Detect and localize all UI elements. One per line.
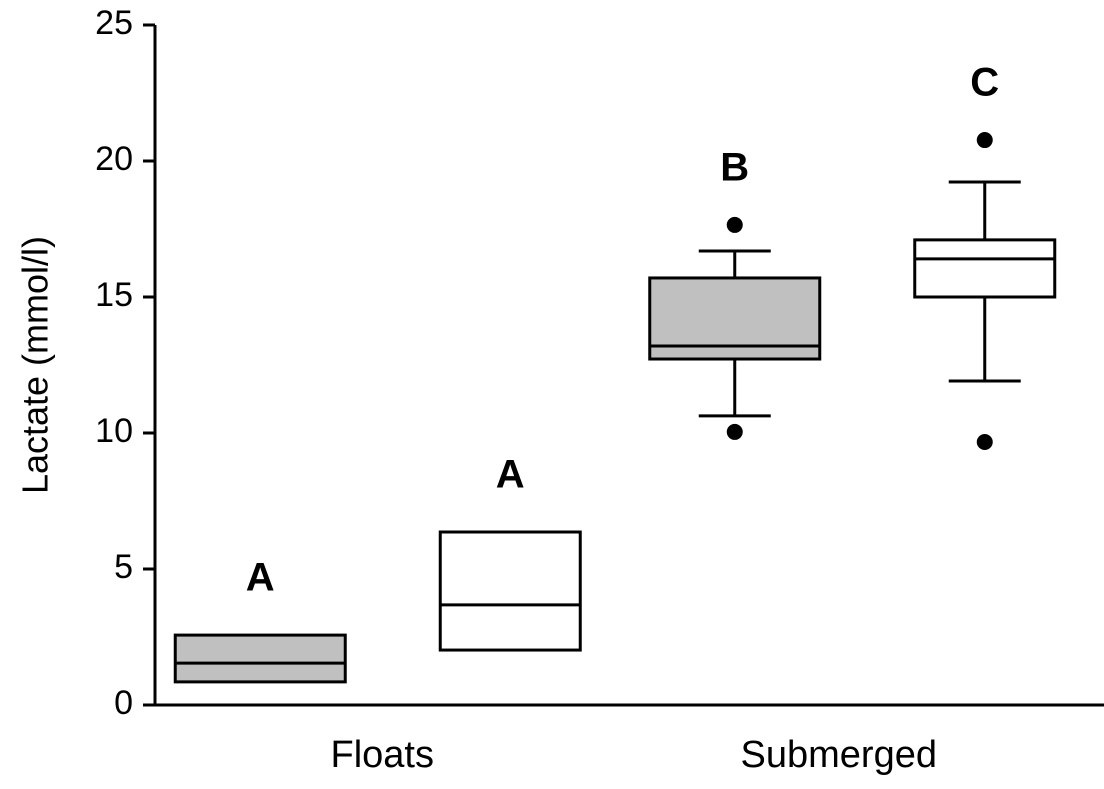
- y-tick-label: 15: [95, 276, 133, 314]
- x-tick-label: Submerged: [741, 734, 937, 776]
- outlier: [976, 132, 993, 149]
- significance-label: B: [720, 145, 749, 189]
- y-tick-label: 25: [95, 4, 133, 42]
- y-axis-title: Lactate (mmol/l): [15, 236, 56, 494]
- y-tick-label: 10: [95, 412, 133, 450]
- y-tick-label: 0: [114, 684, 133, 722]
- box: [913, 238, 1057, 299]
- significance-label: A: [246, 556, 275, 600]
- significance-label: C: [970, 61, 999, 105]
- y-tick-label: 5: [114, 548, 133, 586]
- outlier: [726, 423, 743, 440]
- significance-label: A: [496, 453, 525, 497]
- y-tick-label: 20: [95, 140, 133, 178]
- box: [438, 530, 582, 652]
- box: [173, 633, 347, 684]
- x-tick-label: Floats: [331, 734, 434, 776]
- outlier: [726, 216, 743, 233]
- outlier: [976, 433, 993, 450]
